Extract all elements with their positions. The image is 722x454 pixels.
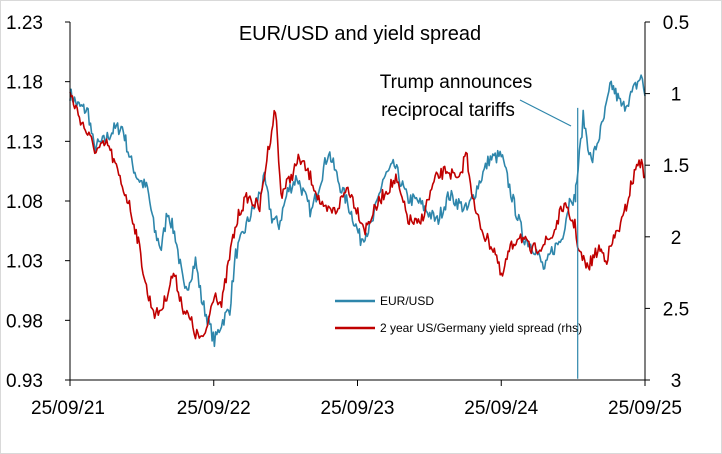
x-tick-label: 25/09/22 bbox=[177, 398, 251, 419]
series-line-yield-spread bbox=[69, 91, 646, 340]
right-tick-label: 3 bbox=[671, 371, 682, 392]
left-tick-label: 1.13 bbox=[6, 132, 43, 153]
chart-title: EUR/USD and yield spread bbox=[239, 23, 481, 45]
x-tick-label: 25/09/23 bbox=[321, 398, 395, 419]
legend-label-spread: 2 year US/Germany yield spread (rhs) bbox=[380, 321, 582, 335]
legend: EUR/USD 2 year US/Germany yield spread (… bbox=[335, 294, 582, 335]
left-tick-label: 0.93 bbox=[6, 371, 43, 392]
annotation: Trump announces reciprocal tariffs bbox=[380, 72, 572, 127]
left-tick-label: 1.18 bbox=[6, 73, 43, 94]
right-tick-label: 2.5 bbox=[663, 299, 689, 320]
series-line-eurusd bbox=[69, 74, 646, 348]
x-tick-label: 25/09/25 bbox=[608, 398, 682, 419]
right-tick-label: 2 bbox=[671, 228, 682, 249]
right-tick-label: 0.5 bbox=[663, 13, 689, 34]
annotation-arrow bbox=[519, 99, 572, 127]
left-tick-label: 1.23 bbox=[6, 13, 43, 34]
annotation-line-1: Trump announces bbox=[380, 72, 532, 93]
left-tick-label: 1.08 bbox=[6, 192, 43, 213]
left-tick-label: 0.98 bbox=[6, 311, 43, 332]
right-tick-label: 1.5 bbox=[663, 156, 689, 177]
annotation-line-2: reciprocal tariffs bbox=[381, 100, 515, 121]
left-tick-label: 1.03 bbox=[6, 252, 43, 273]
x-tick-label: 25/09/24 bbox=[464, 398, 538, 419]
x-tick-label: 25/09/21 bbox=[31, 398, 105, 419]
right-tick-label: 1 bbox=[671, 85, 682, 106]
legend-label-eurusd: EUR/USD bbox=[380, 294, 434, 308]
